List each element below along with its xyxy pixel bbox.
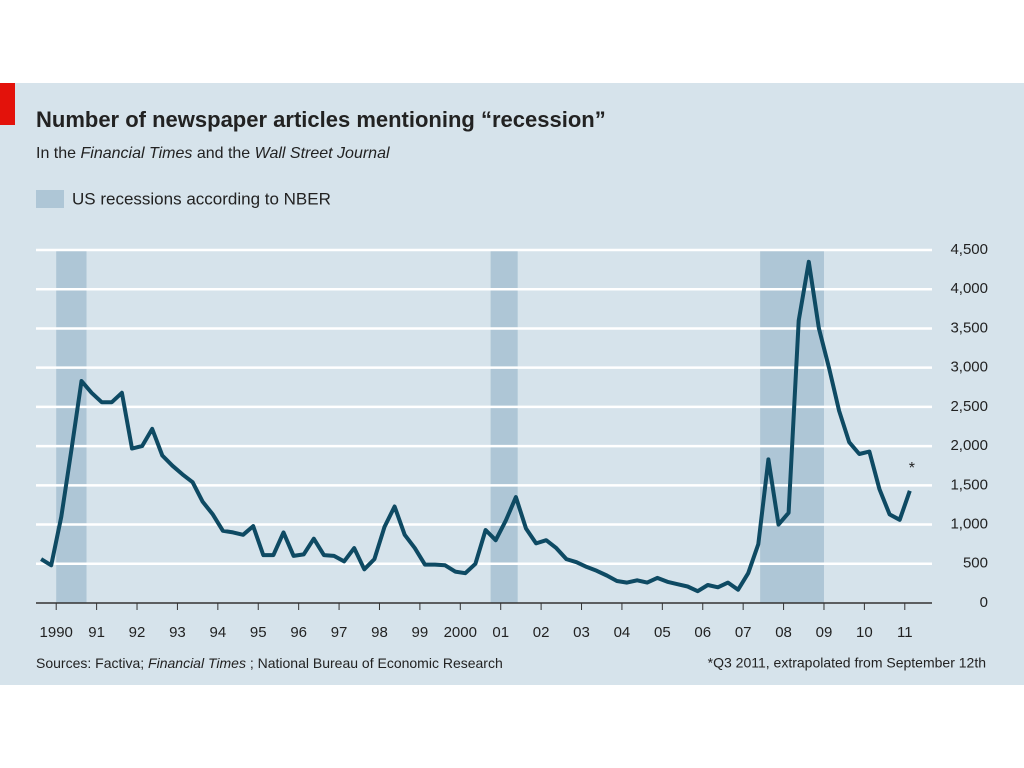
annotation: *	[909, 460, 915, 477]
legend-swatch	[36, 190, 64, 208]
footnote: *Q3 2011, extrapolated from September 12…	[708, 655, 986, 671]
x-tick-label: 96	[290, 624, 307, 641]
y-tick-label: 1,500	[950, 476, 988, 493]
subtitle-part: and the	[192, 145, 254, 162]
sources-part: ; National Bureau of Economic Research	[246, 655, 503, 671]
y-tick-label: 2,500	[950, 398, 988, 415]
legend-label: US recessions according to NBER	[72, 189, 331, 208]
data-line	[40, 259, 912, 594]
x-tick-label: 92	[129, 624, 146, 641]
x-tick-label: 97	[331, 624, 348, 641]
y-tick-label: 4,500	[950, 241, 988, 258]
x-tick-label: 2000	[444, 624, 477, 641]
x-tick-label: 11	[897, 624, 913, 641]
x-tick-label: 01	[492, 624, 509, 641]
recession-band	[490, 250, 518, 603]
subtitle-part: Wall Street Journal	[255, 145, 390, 162]
x-tick-label: 93	[169, 624, 186, 641]
chart-subtitle: In the Financial Times and the Wall Stre…	[36, 145, 390, 162]
recession-band	[56, 250, 87, 603]
red-tag	[0, 83, 15, 125]
sources-part: Sources: Factiva;	[36, 655, 148, 671]
x-tick-label: 10	[856, 624, 873, 641]
x-tick-label: 98	[371, 624, 388, 641]
y-tick-label: 2,000	[950, 437, 988, 454]
x-tick-label: 06	[694, 624, 711, 641]
x-tick-label: 08	[775, 624, 792, 641]
chart-title: Number of newspaper articles mentioning …	[36, 107, 606, 132]
sources-part: Financial Times	[148, 655, 246, 671]
x-tick-label: 09	[816, 624, 833, 641]
y-tick-label: 3,000	[950, 359, 988, 376]
x-tick-label: 1990	[40, 624, 73, 641]
x-tick-label: 95	[250, 624, 267, 641]
x-tick-label: 03	[573, 624, 590, 641]
subtitle-part: In the	[36, 145, 80, 162]
x-tick-label: 04	[614, 624, 631, 641]
x-tick-label: 94	[209, 624, 226, 641]
subtitle-part: Financial Times	[80, 145, 192, 162]
y-tick-label: 4,000	[950, 280, 988, 297]
x-tick-label: 05	[654, 624, 671, 641]
y-tick-label: 1,000	[950, 516, 988, 533]
y-tick-label: 0	[980, 594, 988, 611]
x-tick-label: 07	[735, 624, 752, 641]
x-tick-label: 91	[88, 624, 105, 641]
x-tick-label: 99	[412, 624, 429, 641]
x-tick-label: 02	[533, 624, 550, 641]
sources: Sources: Factiva; Financial Times ; Nati…	[36, 655, 503, 671]
y-tick-label: 500	[963, 555, 988, 572]
y-tick-label: 3,500	[950, 319, 988, 336]
